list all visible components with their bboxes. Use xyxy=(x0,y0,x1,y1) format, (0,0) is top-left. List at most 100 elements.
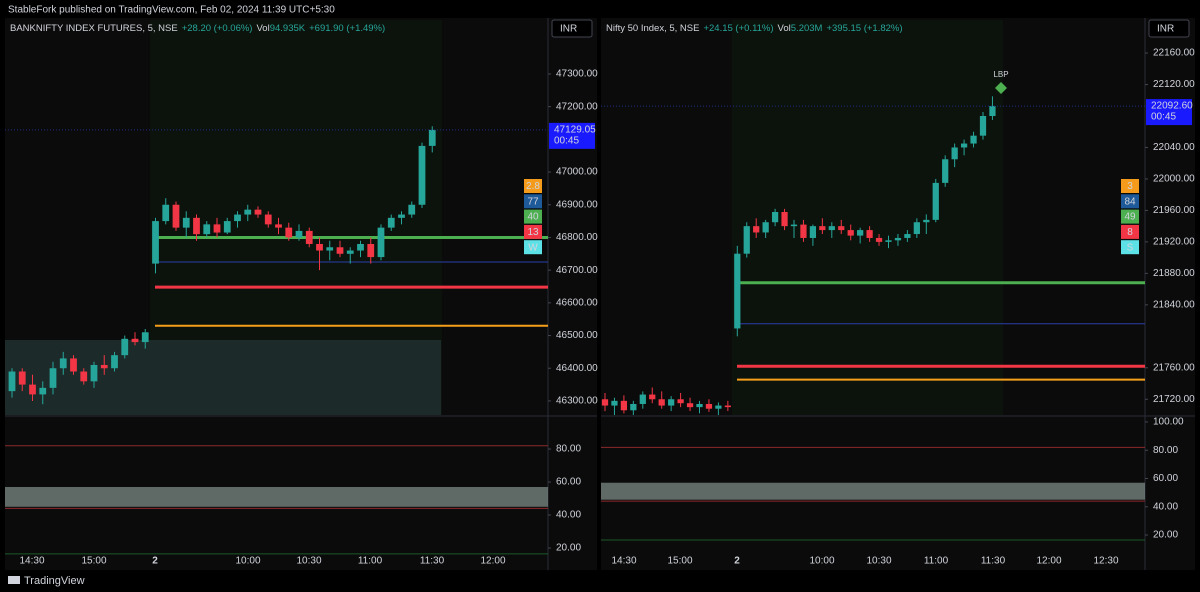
candle-body xyxy=(639,394,646,404)
y-tick-label: 47300.00 xyxy=(556,69,598,80)
candle-body xyxy=(913,222,920,235)
symbol-change: +28.20 (+0.06%) xyxy=(182,23,253,34)
candle-body xyxy=(234,214,241,222)
candle-body xyxy=(418,145,426,205)
x-tick-label: 10:30 xyxy=(296,556,321,567)
y-tick-label: 21840.00 xyxy=(1153,299,1195,310)
candle-body xyxy=(857,230,864,236)
x-tick-label: 10:00 xyxy=(235,556,260,567)
indicator-badge xyxy=(524,194,542,209)
currency: INR xyxy=(560,24,577,35)
candle-body xyxy=(658,399,665,406)
candle-body xyxy=(131,338,139,343)
indicator-badge xyxy=(1121,179,1139,193)
x-tick-label: 12:00 xyxy=(1036,556,1061,567)
indicator-badge xyxy=(524,240,542,255)
candle-body xyxy=(942,159,949,183)
x-tick-label: 14:30 xyxy=(611,556,636,567)
publish-note: StableFork published on TradingView.com,… xyxy=(8,5,335,16)
indicator-badge xyxy=(1121,224,1139,239)
x-tick-label: 11:00 xyxy=(924,556,949,567)
y-tick-label: 22120.00 xyxy=(1153,79,1195,90)
indicator-badge xyxy=(1121,240,1139,255)
y-tick-label: 22000.00 xyxy=(1153,174,1195,185)
symbol-volume: 5.203M xyxy=(791,23,823,34)
candle-body xyxy=(80,371,88,382)
candle-body xyxy=(838,226,845,231)
y-tick-label: 46300.00 xyxy=(556,396,598,407)
candle-body xyxy=(923,219,930,223)
y-tick-label: 21920.00 xyxy=(1153,237,1195,248)
candle-body xyxy=(428,129,436,146)
candle-body xyxy=(753,226,760,233)
indicator-badge-label: 8 xyxy=(1127,227,1133,238)
candle-body xyxy=(819,226,826,231)
candle-body xyxy=(8,371,16,392)
candle-body xyxy=(152,221,159,264)
candle-body xyxy=(894,237,902,241)
x-tick-label: 2 xyxy=(152,556,158,567)
candle-body xyxy=(960,143,968,148)
candle-body xyxy=(90,364,98,382)
candle-body xyxy=(601,399,609,406)
candle-body xyxy=(316,243,323,251)
y-tick-label: 47000.00 xyxy=(556,167,598,178)
candle-body xyxy=(223,221,231,233)
indicator-badge-label: 3 xyxy=(1127,181,1133,192)
y-tick-label: 46600.00 xyxy=(556,297,598,308)
candle-body xyxy=(295,230,303,238)
candle-body xyxy=(630,403,637,411)
candle-body xyxy=(979,115,987,136)
candle-body xyxy=(182,217,190,228)
indicator-badge-label: S xyxy=(1127,242,1134,253)
candle-body xyxy=(828,226,835,231)
x-tick-label: 12:30 xyxy=(1093,556,1118,567)
indicator-badge xyxy=(524,224,542,239)
candle-body xyxy=(203,224,211,235)
y-tick-label: 46500.00 xyxy=(556,330,598,341)
y-tick-label: 22040.00 xyxy=(1153,142,1195,153)
indicator-badge-label: 13 xyxy=(527,227,539,238)
y-tick-label: 46700.00 xyxy=(556,265,598,276)
indicator-badge xyxy=(524,209,542,224)
indicator-badge-label: 40 xyxy=(527,212,539,223)
candle-body xyxy=(18,371,26,385)
symbol-title: BANKNIFTY INDEX FUTURES, 5, NSE xyxy=(10,23,178,34)
previous-session-box xyxy=(5,340,441,415)
indicator-badge xyxy=(524,179,542,193)
candle-body xyxy=(70,358,77,372)
candle-body xyxy=(686,403,694,408)
currency: INR xyxy=(1157,24,1174,35)
symbol-info: Nifty 50 Index, 5, NSE +24.15 (+0.11%) Vol… xyxy=(606,23,903,34)
candle-body xyxy=(743,226,750,254)
currency-box xyxy=(1148,19,1190,38)
candle-body xyxy=(408,204,416,215)
candle-body xyxy=(49,368,57,388)
candle-body xyxy=(620,400,628,411)
candle-body xyxy=(970,135,977,144)
candle-body xyxy=(285,227,293,238)
candle-body xyxy=(100,364,108,369)
candle-body xyxy=(696,403,703,408)
osc-tick-label: 100.00 xyxy=(1153,417,1184,428)
candle-body xyxy=(885,240,892,242)
x-tick-label: 10:30 xyxy=(866,556,891,567)
candle-body xyxy=(762,222,769,233)
symbol-volume: 94.935K xyxy=(270,23,306,34)
candle-body xyxy=(724,405,731,408)
osc-tick-label: 40.00 xyxy=(1153,501,1178,512)
candle-body xyxy=(734,253,741,329)
candle-body xyxy=(705,403,713,409)
x-tick-label: 12:00 xyxy=(480,556,505,567)
indicator-badge-label: 84 xyxy=(1124,196,1136,207)
last-price: 47129.05 xyxy=(554,124,596,135)
osc-band xyxy=(5,486,548,507)
y-tick-label: 46800.00 xyxy=(556,232,598,243)
countdown: 00:45 xyxy=(554,135,579,146)
candle-body xyxy=(398,214,405,218)
x-tick-label: 15:00 xyxy=(81,556,106,567)
y-tick-label: 21880.00 xyxy=(1153,268,1195,279)
candle-body xyxy=(254,209,262,215)
candle-body xyxy=(790,224,798,227)
